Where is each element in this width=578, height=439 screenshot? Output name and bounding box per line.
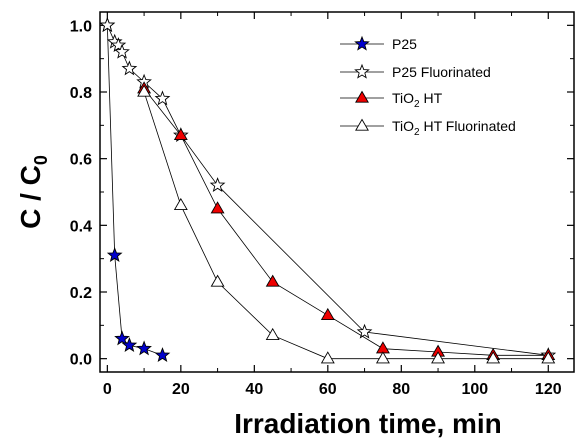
- legend-label: TiO2 HT Fluorinated: [392, 118, 516, 138]
- axis-ticks: [100, 12, 574, 372]
- data-point: [209, 177, 226, 193]
- data-point: [154, 90, 171, 106]
- data-point: [136, 340, 152, 356]
- x-axis-title: Irradiation time, min: [234, 408, 502, 439]
- x-tick-label: 40: [245, 381, 263, 398]
- data-point: [265, 274, 280, 287]
- legend-item: P25 Fluorinated: [340, 63, 491, 80]
- legend-item: TiO2 HT Fluorinated: [340, 118, 516, 138]
- legend-label: P25 Fluorinated: [392, 64, 491, 80]
- data-point: [114, 43, 130, 59]
- legend-label-pre: TiO: [392, 90, 414, 106]
- y-tick-label: 0.0: [70, 352, 92, 369]
- data-point: [121, 60, 138, 76]
- x-tick-label: 0: [103, 381, 112, 398]
- plot-frame: [99, 11, 575, 373]
- x-tick-label: 120: [535, 381, 562, 398]
- series-line: [106, 25, 163, 356]
- legend-label: P25: [392, 36, 417, 52]
- legend-marker: [354, 35, 370, 51]
- data-point: [375, 351, 390, 364]
- y-tick-label: 1.0: [70, 18, 92, 35]
- x-tick-label: 100: [461, 381, 488, 398]
- data-point: [210, 201, 225, 214]
- legend-marker: [355, 118, 369, 131]
- legend-marker: [355, 90, 369, 103]
- legend-label-post: HT: [420, 90, 443, 106]
- series-3: [137, 84, 556, 364]
- y-tick-label: 0.4: [70, 218, 92, 235]
- y-axis-title: C / C0: [15, 155, 51, 229]
- data-point: [320, 351, 335, 364]
- data-point: [173, 127, 188, 141]
- data-point: [110, 37, 127, 53]
- data-point: [320, 307, 335, 321]
- data-point: [106, 247, 123, 263]
- data-point: [210, 274, 225, 287]
- data-point: [121, 337, 138, 353]
- y-axis-title-sub: 0: [31, 155, 51, 165]
- y-tick-label: 0.8: [70, 85, 92, 102]
- data-point: [541, 351, 556, 364]
- series-0: [99, 17, 171, 363]
- legend-item: TiO2 HT: [340, 90, 443, 110]
- x-tick-label: 20: [172, 381, 190, 398]
- legend-item: P25: [340, 35, 417, 52]
- data-point: [486, 351, 501, 364]
- data-point: [265, 327, 280, 341]
- legend-label-sub: 2: [414, 127, 420, 138]
- data-point: [114, 330, 130, 346]
- data-point: [137, 84, 152, 97]
- legend-marker: [354, 63, 370, 79]
- legend-label-sub: 2: [414, 99, 420, 110]
- data-point: [431, 351, 445, 364]
- legend-label-pre: TiO: [392, 118, 414, 134]
- data-point: [356, 323, 373, 339]
- y-axis-title-main: C / C: [15, 165, 46, 229]
- y-tick-label: 0.2: [70, 285, 92, 302]
- x-tick-label: 80: [392, 381, 410, 398]
- y-tick-label: 0.6: [70, 152, 92, 169]
- series-layer: [99, 17, 557, 364]
- data-point: [173, 197, 188, 211]
- x-tick-label: 60: [319, 381, 337, 398]
- legend-label: TiO2 HT: [392, 90, 443, 110]
- data-point: [154, 347, 171, 363]
- legend-label-post: HT Fluorinated: [420, 118, 516, 134]
- data-point: [99, 17, 116, 33]
- tick-labels: 0 20 40 60 80 100 120 0.0 0.2 0.4 0.6 0.8 1.0: [70, 18, 562, 398]
